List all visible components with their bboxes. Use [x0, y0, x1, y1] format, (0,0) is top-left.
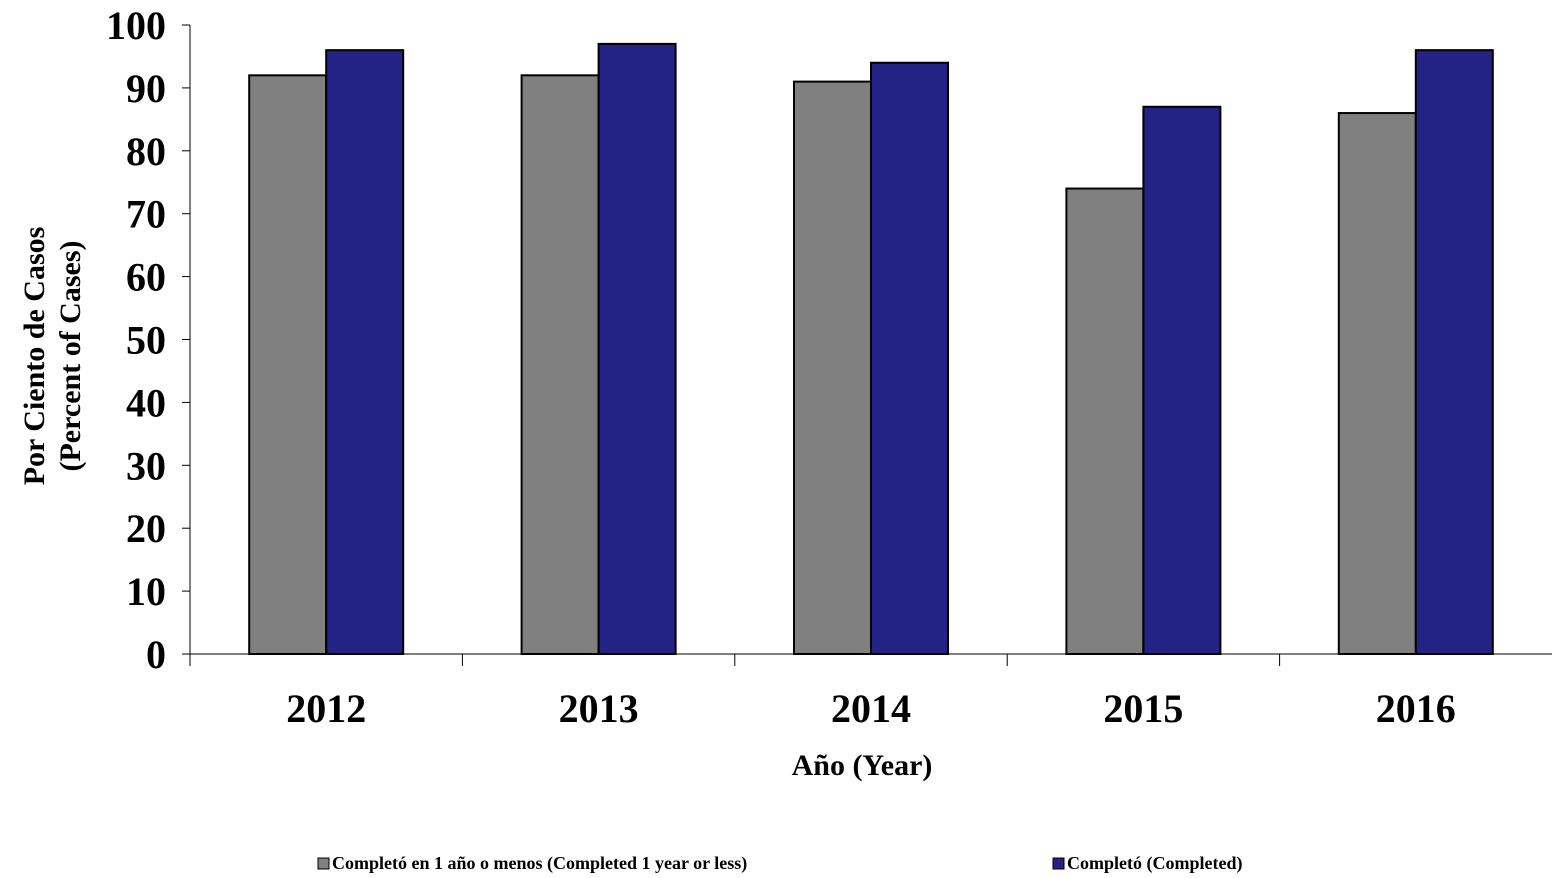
y-tick-label: 70 [126, 192, 166, 237]
y-tick-label: 80 [126, 129, 166, 174]
x-tick-label-2012: 2012 [286, 686, 366, 731]
bar-series2-2015 [1142, 105, 1222, 655]
x-tick-label-2016: 2016 [1376, 686, 1456, 731]
y-axis-title-line1: Por Ciento de Casos [18, 227, 51, 486]
x-tick-label-2015: 2015 [1103, 686, 1183, 731]
y-tick-label: 0 [146, 632, 166, 677]
bar-series2-2014 [870, 61, 949, 656]
bar-series2-2016 [1414, 49, 1494, 656]
legend-label-series1: Completó en 1 año o menos (Completed 1 y… [332, 853, 747, 874]
legend-swatch-series2 [1052, 857, 1065, 870]
bars [248, 42, 1494, 656]
y-tick-label: 60 [126, 255, 166, 300]
y-tick-label: 10 [126, 569, 166, 614]
y-tick-label: 90 [126, 66, 166, 111]
bar-series1-2012 [248, 74, 328, 655]
legend: Completó en 1 año o menos (Completed 1 y… [317, 853, 1242, 874]
x-axis-ticks: 2012 2013 2014 2015 2016 [189, 654, 1456, 731]
axes [189, 25, 1552, 655]
bar-series1-2015 [1065, 187, 1145, 655]
x-axis-title: Año (Year) [792, 749, 933, 782]
x-tick-label-2014: 2014 [831, 686, 911, 731]
bar-series1-2013 [520, 74, 600, 655]
legend-swatch-series1 [317, 857, 330, 870]
y-tick-label: 30 [126, 443, 166, 488]
x-tick-label-2013: 2013 [559, 686, 639, 731]
bar-series2-2012 [325, 49, 405, 656]
y-axis-title: Por Ciento de Casos (Percent of Cases) [18, 227, 87, 486]
bar-series1-2014 [793, 80, 872, 656]
legend-label-series2: Completó (Completed) [1067, 853, 1242, 874]
bar-series2-2013 [597, 42, 677, 656]
y-tick-label: 100 [106, 3, 166, 48]
y-tick-label: 40 [126, 380, 166, 425]
y-tick-label: 20 [126, 506, 166, 551]
y-axis-ticks: 0 10 20 30 40 50 60 70 80 90 100 [106, 3, 190, 677]
bar-series1-2016 [1337, 112, 1417, 655]
y-axis-title-line2: (Percent of Cases) [54, 240, 87, 471]
y-tick-label: 50 [126, 318, 166, 363]
